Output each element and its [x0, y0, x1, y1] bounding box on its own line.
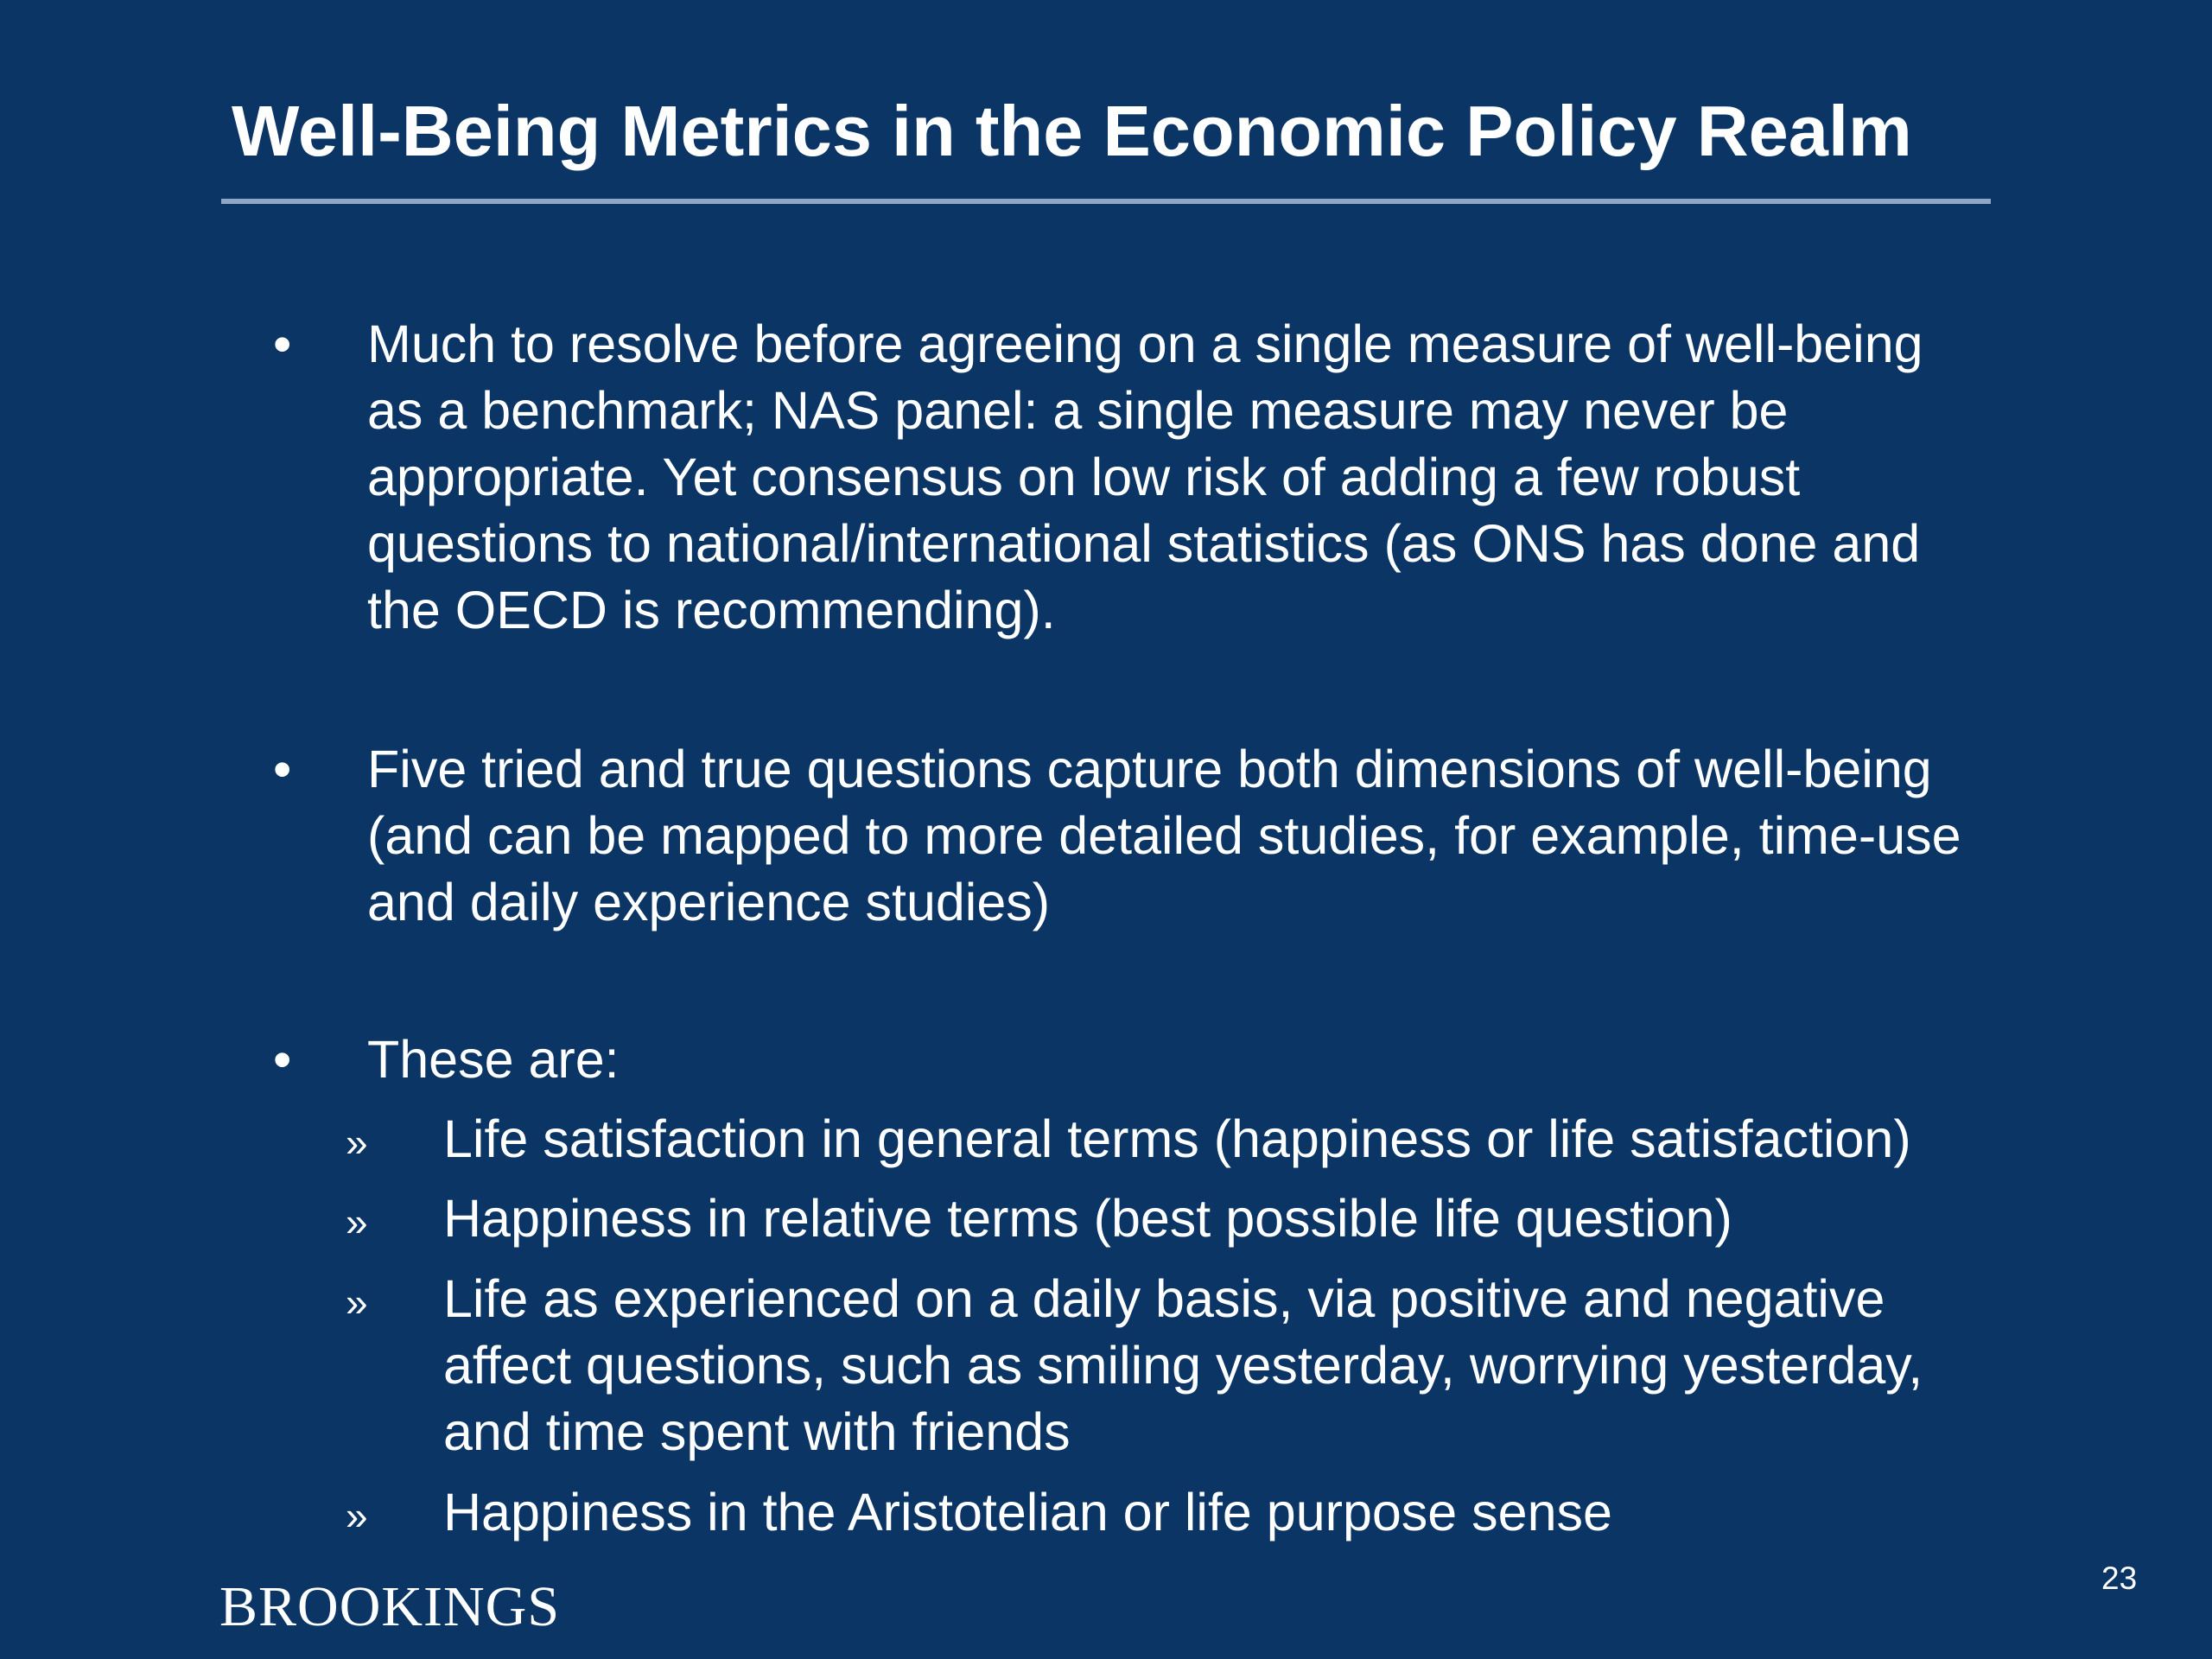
bullet-text: Five tried and true questions capture bo… — [367, 740, 1961, 931]
sub-bullet-text: Life as experienced on a daily basis, vi… — [443, 1269, 1923, 1461]
bullet-text: These are: — [367, 1030, 620, 1089]
bullet-text: Much to resolve before agreeing on a sin… — [367, 315, 1923, 639]
bullet-marker: • — [273, 315, 292, 373]
bullet-marker: • — [273, 1030, 292, 1089]
sub-bullet-text: Happiness in relative terms (best possib… — [443, 1189, 1732, 1248]
sub-bullet-marker: » — [346, 1120, 368, 1165]
sub-bullet-marker: » — [346, 1199, 368, 1244]
bullet-marker: • — [273, 740, 292, 798]
slide-title: Well-Being Metrics in the Economic Polic… — [232, 91, 1912, 171]
title-divider — [221, 199, 1991, 204]
brookings-logo: BROOKINGS — [219, 1575, 561, 1638]
sub-bullet-text: Life satisfaction in general terms (happ… — [443, 1109, 1911, 1168]
sub-bullet-marker: » — [346, 1493, 368, 1538]
sub-bullet-text: Happiness in the Aristotelian or life pu… — [443, 1483, 1612, 1541]
page-number: 23 — [2101, 1560, 2138, 1596]
sub-bullet-marker: » — [346, 1280, 368, 1325]
